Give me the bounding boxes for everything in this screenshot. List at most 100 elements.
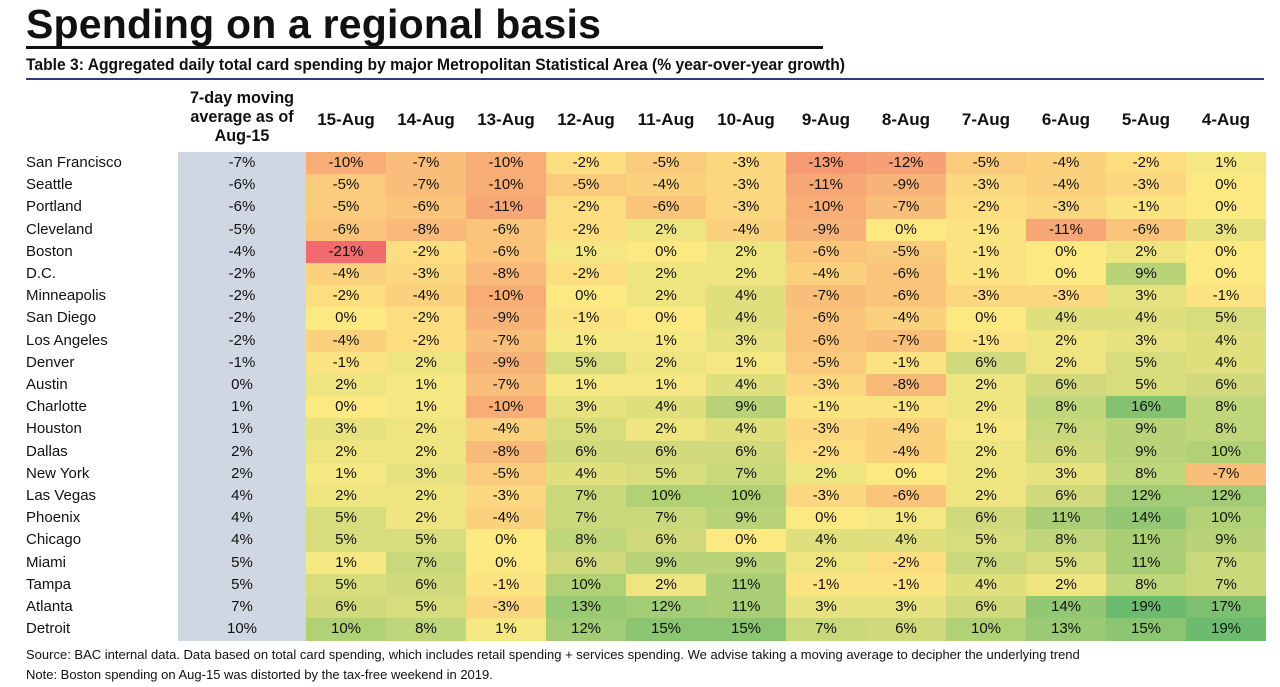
heatmap-cell: 0%	[1186, 240, 1266, 264]
heatmap-cell: 4%	[1186, 351, 1266, 375]
heatmap-cell: -9%	[466, 307, 546, 331]
heatmap-cell: -2%	[386, 329, 466, 353]
heatmap-cell: 0%	[466, 551, 546, 575]
heatmap-cell: -5%	[786, 351, 866, 375]
heatmap-cell: 10%	[706, 485, 786, 508]
heatmap-cell: -3%	[946, 285, 1026, 309]
heatmap-cell: 2%	[1026, 351, 1106, 375]
heatmap-cell: 5%	[1106, 351, 1186, 375]
heatmap-cell: -3%	[706, 196, 786, 220]
heatmap-cell: 0%	[866, 218, 946, 242]
heatmap-cell: 3%	[1186, 218, 1266, 242]
heatmap-cell: 6%	[386, 573, 466, 597]
heatmap-cell: 4%	[706, 418, 786, 442]
heatmap-cell: 9%	[706, 551, 786, 575]
heatmap-cell: -1%	[866, 396, 946, 420]
heatmap-cell: 4%	[706, 285, 786, 309]
column-header-8-aug: 8-Aug	[881, 110, 931, 129]
heatmap-cell: 9%	[1186, 529, 1266, 553]
heatmap-cell: 6%	[546, 551, 626, 575]
heatmap-cell: 11%	[1106, 529, 1186, 553]
moving-average-cell: -7%	[178, 152, 306, 175]
moving-average-cell: 2%	[178, 440, 306, 464]
heatmap-cell: -2%	[546, 196, 626, 220]
heatmap-cell: 5%	[306, 507, 386, 531]
heatmap-cell: -3%	[786, 485, 866, 508]
heatmap-cell: 3%	[306, 418, 386, 442]
heatmap-cell: 5%	[546, 351, 626, 375]
heatmap-cell: -5%	[546, 174, 626, 198]
heatmap-cell: -5%	[306, 174, 386, 198]
heatmap-cell: 2%	[786, 551, 866, 575]
row-label: Chicago	[26, 531, 82, 549]
heatmap-cell: -3%	[786, 418, 866, 442]
heatmap-cell: 2%	[626, 573, 706, 597]
heatmap-cell: 1%	[1186, 152, 1266, 175]
heatmap-cell: -6%	[786, 307, 866, 331]
heatmap-cell: 3%	[866, 596, 946, 619]
row-label: Austin	[26, 376, 68, 393]
heatmap-cell: 6%	[946, 507, 1026, 531]
heatmap-cell: 8%	[1026, 396, 1106, 420]
column-header-15-aug: 15-Aug	[317, 110, 375, 129]
heatmap-cell: 11%	[1106, 551, 1186, 575]
heatmap-cell: 4%	[546, 462, 626, 486]
row-label: New York	[26, 464, 90, 482]
heatmap-cell: 5%	[306, 573, 386, 597]
heatmap-cell: -2%	[866, 551, 946, 575]
heatmap-cell: -10%	[466, 285, 546, 309]
heatmap-cell: 7%	[546, 485, 626, 508]
heatmap-cell: 2%	[386, 418, 466, 442]
heatmap-cell: -3%	[1106, 174, 1186, 198]
heatmap-cell: -3%	[946, 174, 1026, 198]
heatmap-cell: 5%	[386, 529, 466, 553]
heatmap-cell: 2%	[946, 396, 1026, 420]
row-label: Los Angeles	[26, 331, 108, 349]
heatmap-cell: 2%	[386, 440, 466, 464]
heatmap-cell: -1%	[866, 351, 946, 375]
heatmap-cell: 2%	[626, 218, 706, 242]
heatmap-cell: -6%	[306, 218, 386, 242]
row-label: Portland	[26, 198, 82, 216]
row-label: San Francisco	[26, 154, 122, 171]
heatmap-cell: -1%	[1186, 285, 1266, 309]
moving-average-cell: -2%	[178, 307, 306, 331]
heatmap-cell: 13%	[1026, 618, 1106, 642]
heatmap-cell: 5%	[1186, 307, 1266, 331]
title-underline	[26, 46, 823, 49]
heatmap-cell: -7%	[866, 329, 946, 353]
heatmap-cell: -11%	[466, 196, 546, 220]
heatmap-cell: 2%	[946, 440, 1026, 464]
heatmap-cell: -1%	[946, 218, 1026, 242]
heatmap-cell: -4%	[306, 263, 386, 286]
heatmap-cell: 10%	[626, 485, 706, 508]
heatmap-cell: -1%	[946, 263, 1026, 286]
heatmap-cell: 0%	[706, 529, 786, 553]
heatmap-cell: -9%	[466, 351, 546, 375]
heatmap-cell: 14%	[1106, 507, 1186, 531]
heatmap-cell: 13%	[546, 596, 626, 619]
heatmap-cell: -1%	[786, 573, 866, 597]
heatmap-cell: 10%	[1186, 440, 1266, 464]
row-label: Atlanta	[26, 598, 73, 615]
heatmap-cell: 0%	[1026, 240, 1106, 264]
column-header-13-aug: 13-Aug	[477, 110, 535, 129]
heatmap-cell: 2%	[386, 351, 466, 375]
heatmap-cell: 2%	[1026, 573, 1106, 597]
row-label: San Diego	[26, 309, 97, 327]
heatmap-cell: 6%	[1026, 485, 1106, 508]
heatmap-cell: 7%	[786, 618, 866, 642]
heatmap-cell: 3%	[1026, 462, 1106, 486]
heatmap-cell: -6%	[626, 196, 706, 220]
heatmap-cell: -5%	[626, 152, 706, 175]
heatmap-cell: 4%	[786, 529, 866, 553]
subtitle-rule	[26, 78, 1264, 80]
heatmap-cell: 1%	[466, 618, 546, 642]
heatmap-cell: 3%	[1106, 285, 1186, 309]
heatmap-cell: 6%	[626, 440, 706, 464]
heatmap-cell: 4%	[866, 529, 946, 553]
heatmap-cell: -1%	[946, 329, 1026, 353]
heatmap-cell: -1%	[946, 240, 1026, 264]
moving-average-cell: -2%	[178, 263, 306, 286]
heatmap-cell: 9%	[1106, 440, 1186, 464]
